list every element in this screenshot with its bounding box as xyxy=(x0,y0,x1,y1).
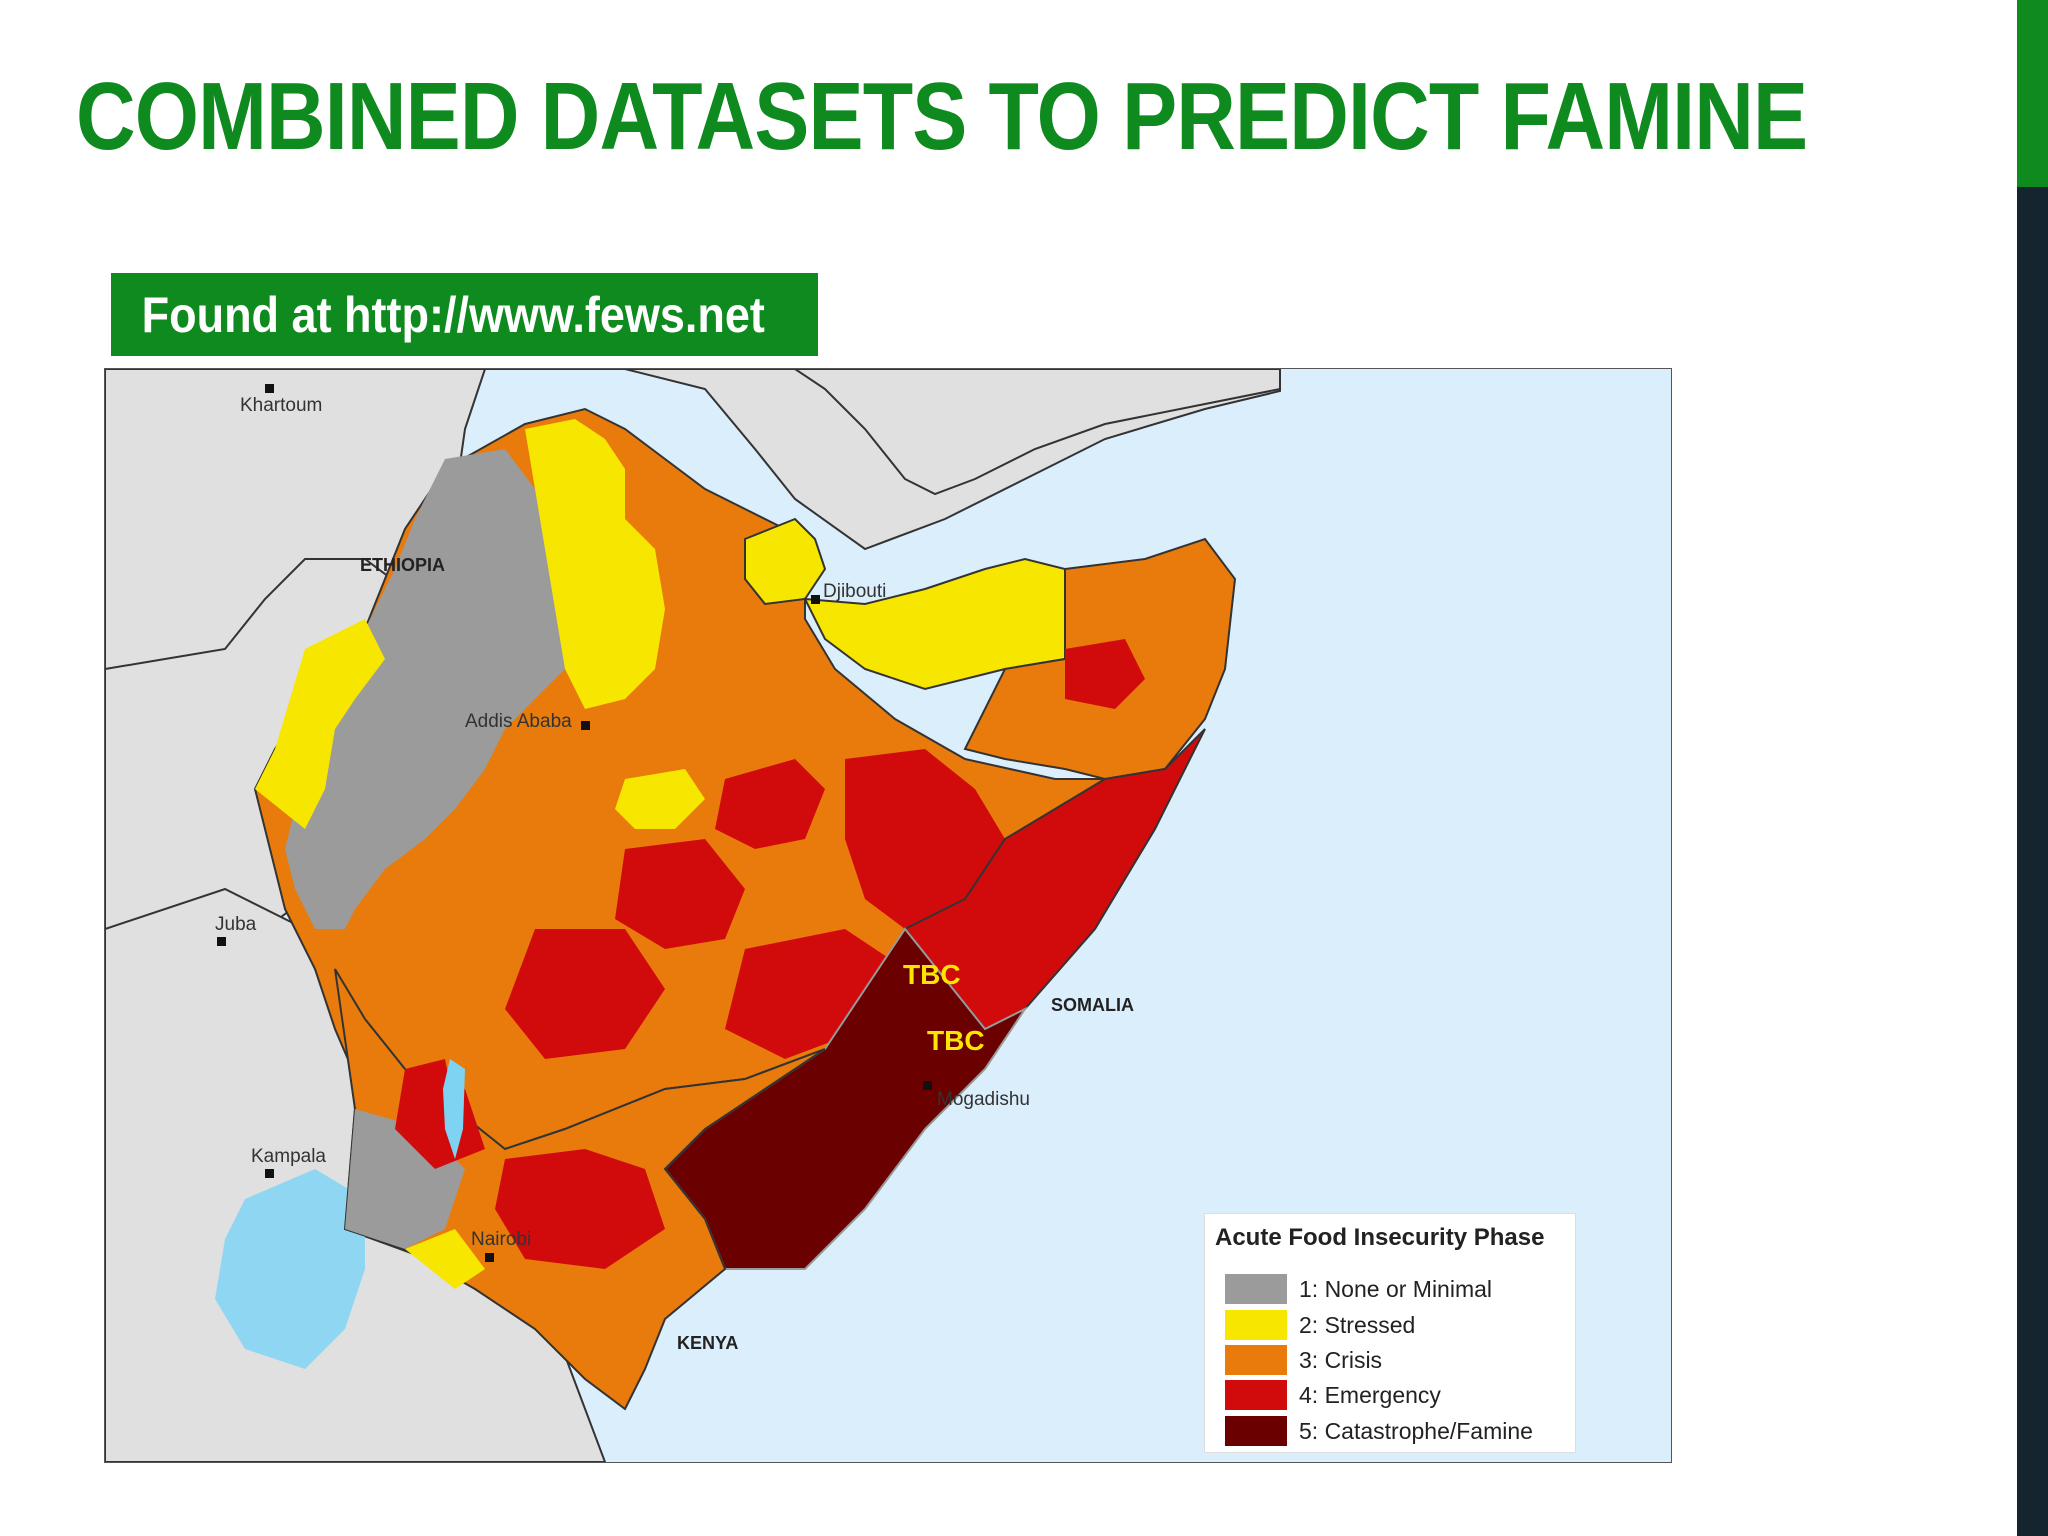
legend-title: Acute Food Insecurity Phase xyxy=(1215,1224,1545,1251)
legend-label: 1: None or Minimal xyxy=(1299,1275,1493,1302)
legend-item: 5: Catastrophe/Famine xyxy=(1225,1416,1533,1446)
region-kenya-phase2 xyxy=(405,1229,485,1289)
legend-label: 5: Catastrophe/Famine xyxy=(1299,1417,1533,1444)
legend-item: 2: Stressed xyxy=(1225,1310,1415,1340)
legend-item: 3: Crisis xyxy=(1225,1345,1382,1375)
source-text: Found at http://www.fews.net xyxy=(141,286,765,343)
label-kenya: KENYA xyxy=(677,1333,739,1353)
region-ethiopia-phase2-center xyxy=(615,769,705,829)
region-ethiopia-phase1 xyxy=(285,449,565,929)
label-nairobi: Nairobi xyxy=(471,1229,532,1250)
region-ethiopia-phase2-west xyxy=(255,619,385,829)
legend-label: 2: Stressed xyxy=(1299,1311,1416,1338)
label-ethiopia: ETHIOPIA xyxy=(360,555,446,575)
label-somalia: SOMALIA xyxy=(1051,995,1134,1015)
legend-swatch-phase3 xyxy=(1225,1345,1287,1375)
legend-item: 1: None or Minimal xyxy=(1225,1274,1492,1304)
legend-swatch-phase5 xyxy=(1225,1416,1287,1446)
city-marker-kampala xyxy=(265,1169,274,1178)
label-mogadishu: Mogadishu xyxy=(937,1089,1030,1110)
city-marker-juba xyxy=(217,937,226,946)
land-yemen xyxy=(793,369,1281,496)
region-kenya-phase4-c xyxy=(405,1059,455,1109)
edge-dark-bar xyxy=(2017,187,2048,1536)
lake-victoria xyxy=(215,1169,365,1369)
slide-title: COMBINED DATASETS TO PREDICT FAMINE xyxy=(76,63,1808,170)
region-djibouti xyxy=(744,517,827,606)
label-djibouti: Djibouti xyxy=(823,581,887,602)
legend-swatch-phase4 xyxy=(1225,1380,1287,1410)
legend-label: 3: Crisis xyxy=(1299,1346,1383,1373)
city-marker-addis-ababa xyxy=(581,721,590,730)
region-puntland-phase4 xyxy=(1065,639,1145,709)
region-ethiopia-phase2-north xyxy=(525,419,665,709)
region-kenya-phase4-b xyxy=(495,1149,665,1269)
label-tbc-1: TBC xyxy=(903,959,961,990)
city-marker-khartoum xyxy=(265,384,274,393)
legend-swatch-phase2 xyxy=(1225,1310,1287,1340)
source-banner: Found at http://www.fews.net xyxy=(111,273,818,356)
city-marker-mogadishu xyxy=(923,1081,932,1090)
city-marker-djibouti xyxy=(811,595,820,604)
legend-label: 4: Emergency xyxy=(1299,1381,1441,1408)
lake-turkana xyxy=(443,1059,465,1159)
edge-accent-bar xyxy=(2017,0,2048,187)
city-marker-nairobi xyxy=(485,1253,494,1262)
food-insecurity-map: Khartoum ETHIOPIA Djibouti Addis Ababa J… xyxy=(104,368,1672,1463)
map-legend: Acute Food Insecurity Phase 1: None or M… xyxy=(1204,1213,1576,1453)
label-kampala: Kampala xyxy=(251,1146,326,1167)
region-ethiopia-phase4-c xyxy=(615,839,745,949)
region-ethiopia-phase4-d xyxy=(505,929,665,1059)
region-ethiopia-phase4-a xyxy=(715,759,825,849)
map-svg xyxy=(105,369,1281,1462)
label-tbc-2: TBC xyxy=(927,1025,985,1056)
legend-item: 4: Emergency xyxy=(1225,1380,1441,1410)
label-khartoum: Khartoum xyxy=(240,395,323,416)
label-juba: Juba xyxy=(215,914,257,935)
legend-swatch-phase1 xyxy=(1225,1274,1287,1304)
label-addis-ababa: Addis Ababa xyxy=(465,711,572,732)
region-ethiopia-phase4-b xyxy=(845,749,1005,929)
